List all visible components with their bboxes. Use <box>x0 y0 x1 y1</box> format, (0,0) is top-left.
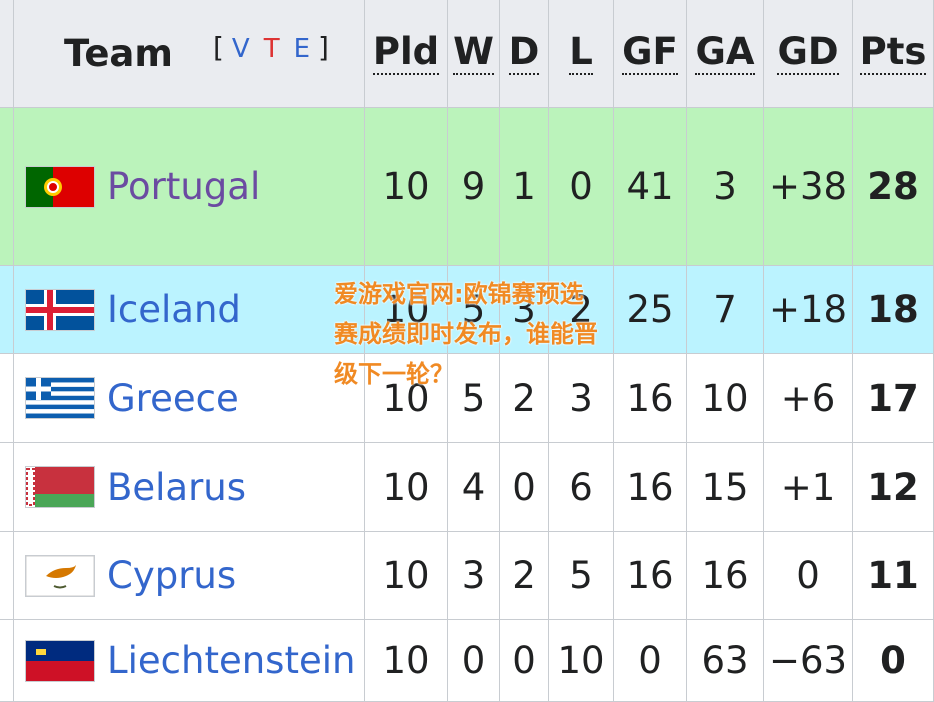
stat-cell: 0 <box>549 108 614 266</box>
column-header: D <box>500 0 549 108</box>
team-cell: Iceland <box>14 266 365 354</box>
stat-cell: 2 <box>500 532 549 620</box>
stat-cell: 16 <box>614 532 687 620</box>
stat-cell: 7 <box>687 266 764 354</box>
team-link[interactable]: Iceland <box>107 288 241 331</box>
flag <box>25 554 95 597</box>
stat-cell: 0 <box>448 620 500 702</box>
flag <box>25 165 95 208</box>
stat-cell: 25 <box>614 266 687 354</box>
stat-cell: +38 <box>764 108 853 266</box>
team-label: Team <box>64 32 173 75</box>
column-header: Pld <box>365 0 448 108</box>
column-label: GF <box>622 30 678 75</box>
stat-cell: 3 <box>549 354 614 443</box>
stat-cell: 3 <box>448 532 500 620</box>
column-header: GD <box>764 0 853 108</box>
stat-cell: 0 <box>614 620 687 702</box>
column-label: GD <box>777 30 839 75</box>
stat-cell: 63 <box>687 620 764 702</box>
vte-link[interactable]: V <box>231 34 252 64</box>
stat-cell: 2 <box>549 266 614 354</box>
column-header: GA <box>687 0 764 108</box>
stat-cell: 16 <box>614 443 687 532</box>
flag <box>25 288 95 331</box>
column-header: W <box>448 0 500 108</box>
stat-cell: 10 <box>365 620 448 702</box>
column-label: D <box>508 30 540 75</box>
cut-cell <box>0 620 14 702</box>
stat-cell: 11 <box>853 532 934 620</box>
cut-cell <box>0 266 14 354</box>
team-link[interactable]: Belarus <box>107 465 247 509</box>
stat-cell: 17 <box>853 354 934 443</box>
vte-link[interactable]: E <box>293 34 313 64</box>
stat-cell: 0 <box>764 532 853 620</box>
team-cell: Cyprus <box>14 532 365 620</box>
stat-cell: 5 <box>448 266 500 354</box>
stat-cell: 41 <box>614 108 687 266</box>
team-cell: Liechtenstein <box>14 620 365 702</box>
column-header: L <box>549 0 614 108</box>
team-header: Team [V T E] <box>14 0 365 108</box>
stat-cell: +1 <box>764 443 853 532</box>
flag <box>25 377 95 419</box>
stat-cell: 10 <box>549 620 614 702</box>
stat-cell: +6 <box>764 354 853 443</box>
watermark: 爱游戏官网:欧锦赛预选赛成绩即时发布，谁能晋级下一轮？ <box>334 280 598 388</box>
team-cell: Belarus <box>14 443 365 532</box>
vte-link[interactable]: T <box>263 34 282 64</box>
stat-cell: 4 <box>448 443 500 532</box>
column-label: L <box>569 30 593 75</box>
stat-cell: 10 <box>687 354 764 443</box>
stat-cell: 10 <box>365 532 448 620</box>
stat-cell: 18 <box>853 266 934 354</box>
stat-cell: 28 <box>853 108 934 266</box>
team-link[interactable]: Portugal <box>107 165 261 208</box>
column-label: W <box>453 30 494 75</box>
stat-cell: 10 <box>365 354 448 443</box>
team-cell: Portugal <box>14 108 365 266</box>
stat-cell: 5 <box>448 354 500 443</box>
stat-cell: 6 <box>549 443 614 532</box>
stat-cell: 10 <box>365 108 448 266</box>
cut-cell <box>0 532 14 620</box>
cut-cell <box>0 108 14 266</box>
stat-cell: 15 <box>687 443 764 532</box>
flag <box>25 466 95 508</box>
stat-cell: 5 <box>549 532 614 620</box>
team-link[interactable]: Cyprus <box>107 554 237 597</box>
cut-cell <box>0 443 14 532</box>
bracket: [ <box>212 31 226 64</box>
stat-cell: 3 <box>500 266 549 354</box>
stat-cell: 0 <box>500 620 549 702</box>
team-link[interactable]: Greece <box>107 376 239 420</box>
stat-cell: 1 <box>500 108 549 266</box>
vte-links: [V T E] <box>213 31 331 64</box>
stat-cell: 12 <box>853 443 934 532</box>
stat-cell: −63 <box>764 620 853 702</box>
stat-cell: 2 <box>500 354 549 443</box>
stat-cell: 3 <box>687 108 764 266</box>
team-cell: Greece <box>14 354 365 443</box>
stat-cell: 0 <box>853 620 934 702</box>
column-header: GF <box>614 0 687 108</box>
stat-cell: +18 <box>764 266 853 354</box>
column-label: Pld <box>372 30 440 75</box>
column-label: GA <box>695 30 755 75</box>
stat-cell: 0 <box>500 443 549 532</box>
stat-cell: 10 <box>365 266 448 354</box>
stat-cell: 9 <box>448 108 500 266</box>
cut-cell <box>0 0 14 108</box>
flag <box>25 639 95 682</box>
cut-cell <box>0 354 14 443</box>
stat-cell: 10 <box>365 443 448 532</box>
team-link[interactable]: Liechtenstein <box>107 639 356 682</box>
column-label: Pts <box>859 30 927 75</box>
stat-cell: 16 <box>687 532 764 620</box>
bracket: ] <box>318 31 331 64</box>
column-header: Pts <box>853 0 934 108</box>
stat-cell: 16 <box>614 354 687 443</box>
